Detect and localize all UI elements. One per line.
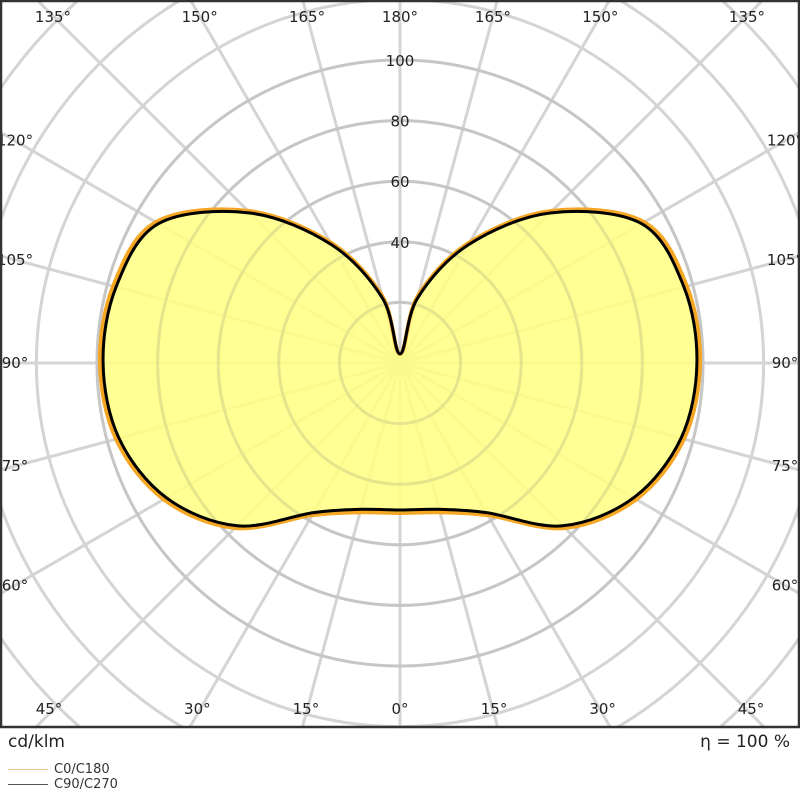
plot-frame <box>0 0 800 729</box>
angle-tick-label: 135° <box>729 8 765 26</box>
grid-ring <box>277 240 523 486</box>
grid-ring <box>337 300 463 426</box>
grid-ring <box>0 0 800 729</box>
angle-tick-label: 105° <box>767 251 800 269</box>
angle-tick-label: 180° <box>382 8 418 26</box>
angle-tick-label: 90° <box>772 354 799 372</box>
angle-tick-label: 150° <box>182 8 218 26</box>
angle-tick-label: 15° <box>481 700 508 718</box>
angle-tick-label: 60° <box>2 576 29 594</box>
angle-tick-label: 135° <box>35 8 71 26</box>
angle-tick-label: 30° <box>589 700 616 718</box>
legend-swatch-c90-c270 <box>8 784 48 785</box>
grid-ring <box>156 119 644 607</box>
radial-tick-label: 100 <box>386 52 415 70</box>
legend-label: C0/C180 <box>54 762 110 777</box>
distribution-fill <box>99 209 701 529</box>
radial-tick-label: 40 <box>390 234 409 252</box>
grid-ring <box>0 0 800 729</box>
polar-chart: 40 60 80 100 0° 15° 15° 30° 30° 45° 45° 60° 60° 75° 75… <box>0 0 800 730</box>
angle-tick-label: 75° <box>2 457 29 475</box>
grid-ring <box>95 58 705 668</box>
grid-ring <box>34 0 766 729</box>
legend-item-c0-c180: C0/C180 <box>8 762 118 777</box>
angle-tick-label: 105° <box>0 251 33 269</box>
angle-tick-label: 15° <box>293 700 320 718</box>
legend-item-c90-c270: C90/C270 <box>8 777 118 792</box>
efficiency-label: η = 100 % <box>700 732 790 752</box>
grid-ring <box>216 179 584 547</box>
legend-swatch-c0-c180 <box>8 769 48 770</box>
angle-tick-label: 90° <box>2 354 29 372</box>
legend: C0/C180 C90/C270 <box>8 762 118 792</box>
angle-tick-label: 75° <box>772 457 799 475</box>
angle-tick-label: 120° <box>767 132 800 150</box>
angle-tick-label: 60° <box>772 576 799 594</box>
angle-tick-label: 150° <box>582 8 618 26</box>
radial-tick-label: 80 <box>390 113 409 131</box>
series-c90-c270-line <box>101 209 699 528</box>
angle-tick-label: 0° <box>391 700 408 718</box>
radial-tick-label: 60 <box>390 173 409 191</box>
legend-label: C90/C270 <box>54 777 118 792</box>
grid-overlay <box>95 58 705 668</box>
angle-tick-label: 120° <box>0 132 33 150</box>
angle-tick-label: 45° <box>738 700 765 718</box>
angle-tick-label: 30° <box>184 700 211 718</box>
unit-label: cd/klm <box>8 732 65 752</box>
angle-tick-label: 165° <box>289 8 325 26</box>
angle-tick-label: 45° <box>36 700 63 718</box>
angle-tick-label: 165° <box>475 8 511 26</box>
